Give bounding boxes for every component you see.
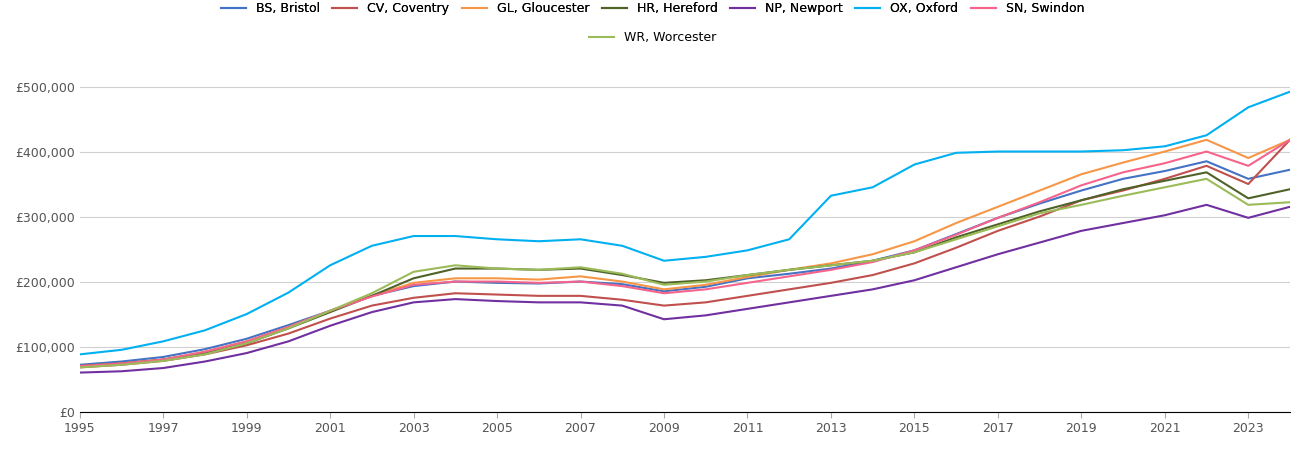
Legend: BS, Bristol, CV, Coventry, GL, Gloucester, HR, Hereford, NP, Newport, OX, Oxford: BS, Bristol, CV, Coventry, GL, Glouceste… bbox=[215, 0, 1090, 20]
Legend: WR, Worcester: WR, Worcester bbox=[583, 27, 722, 50]
